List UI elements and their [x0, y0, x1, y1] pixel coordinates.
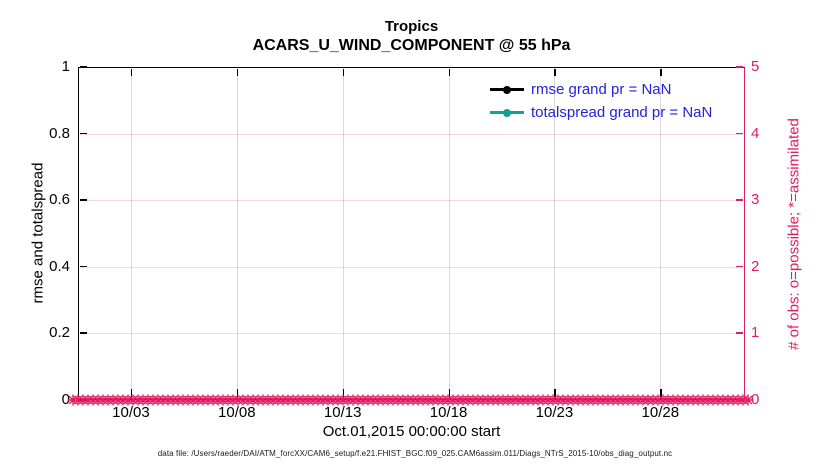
- y-left-tick-mark: [79, 199, 87, 201]
- x-tick-label: 10/18: [429, 404, 468, 421]
- y-right-tick-mark: [736, 332, 744, 334]
- x-tick-mark-bottom: [660, 389, 662, 400]
- y-grid-line: [80, 333, 743, 335]
- x-tick-label: 10/03: [112, 404, 150, 421]
- y-right-tick-label: 2: [751, 257, 760, 275]
- legend-label: totalspread grand pr = NaN: [531, 104, 713, 121]
- x-tick-mark-bottom: [130, 389, 133, 400]
- x-tick-mark-top: [130, 68, 133, 76]
- legend-line-sample: [490, 85, 524, 94]
- legend-entry-rmse: rmse grand pr = NaN: [490, 78, 712, 101]
- chart-subtitle: ACARS_U_WIND_COMPONENT @ 55 hPa: [252, 37, 571, 54]
- x-tick-mark-top: [236, 68, 239, 76]
- data-file-path: data file: /Users/raeder/DAI/ATM_forcXX/…: [157, 449, 673, 458]
- y-left-tick-label: 0.4: [49, 257, 70, 275]
- x-tick-mark-top: [554, 68, 556, 76]
- y-grid-line: [80, 133, 743, 135]
- y-right-tick-mark: [736, 199, 744, 201]
- x-grid-line: [660, 69, 662, 398]
- chart-title: Tropics: [384, 18, 439, 35]
- x-axis-label: Oct.01,2015 00:00:00 start: [322, 423, 501, 440]
- y-left-tick-label: 0: [61, 391, 70, 408]
- y-right-tick-label: 0: [751, 391, 760, 408]
- y-left-tick-mark: [79, 132, 87, 135]
- x-grid-line: [236, 69, 238, 398]
- obs-marker-ribbon: [67, 394, 754, 406]
- x-tick-label: 10/28: [641, 404, 680, 421]
- y-left-tick-label: 1: [61, 58, 70, 75]
- y-right-tick-label: 1: [751, 324, 760, 342]
- x-tick-mark-bottom: [554, 389, 556, 400]
- x-grid-line: [130, 69, 132, 398]
- x-tick-label: 10/13: [323, 404, 362, 421]
- y-grid-line: [80, 266, 743, 268]
- legend-label: rmse grand pr = NaN: [531, 81, 672, 98]
- legend-line-sample: [490, 108, 524, 117]
- x-tick-label: 10/08: [218, 404, 256, 421]
- y-right-tick-mark: [736, 66, 744, 68]
- y-grid-line: [80, 200, 743, 202]
- y-left-tick-mark: [79, 332, 87, 334]
- y-left-tick-label: 0.2: [49, 324, 70, 342]
- y-left-tick-label: 0.8: [49, 124, 70, 142]
- y-right-tick-label: 4: [751, 124, 760, 142]
- x-grid-line: [554, 69, 556, 398]
- y-right-tick-label: 3: [751, 191, 760, 209]
- x-tick-mark-top: [448, 68, 451, 76]
- y-left-tick-label: 0.6: [49, 191, 70, 209]
- y-axis-label-right: # of obs: o=possible; *=assimilated: [785, 118, 803, 350]
- x-tick-label: 10/23: [535, 404, 574, 421]
- legend-entry-totalspread: totalspread grand pr = NaN: [490, 101, 712, 124]
- legend: rmse grand pr = NaN totalspread grand pr…: [490, 78, 712, 124]
- legend-marker-dot: [503, 85, 511, 94]
- y-right-tick-mark: [736, 132, 744, 135]
- y-right-tick-label: 5: [751, 58, 760, 75]
- y-axis-label-left: rmse and totalspread: [29, 162, 47, 304]
- legend-marker-dot: [503, 108, 511, 117]
- x-grid-line: [448, 69, 450, 398]
- x-tick-mark-top: [660, 68, 662, 76]
- x-tick-mark-bottom: [448, 389, 451, 400]
- x-grid-line: [342, 69, 344, 398]
- x-tick-mark-top: [342, 68, 345, 76]
- y-left-tick-mark: [79, 265, 87, 268]
- y-right-tick-mark: [736, 265, 744, 268]
- y-left-tick-mark: [79, 66, 87, 68]
